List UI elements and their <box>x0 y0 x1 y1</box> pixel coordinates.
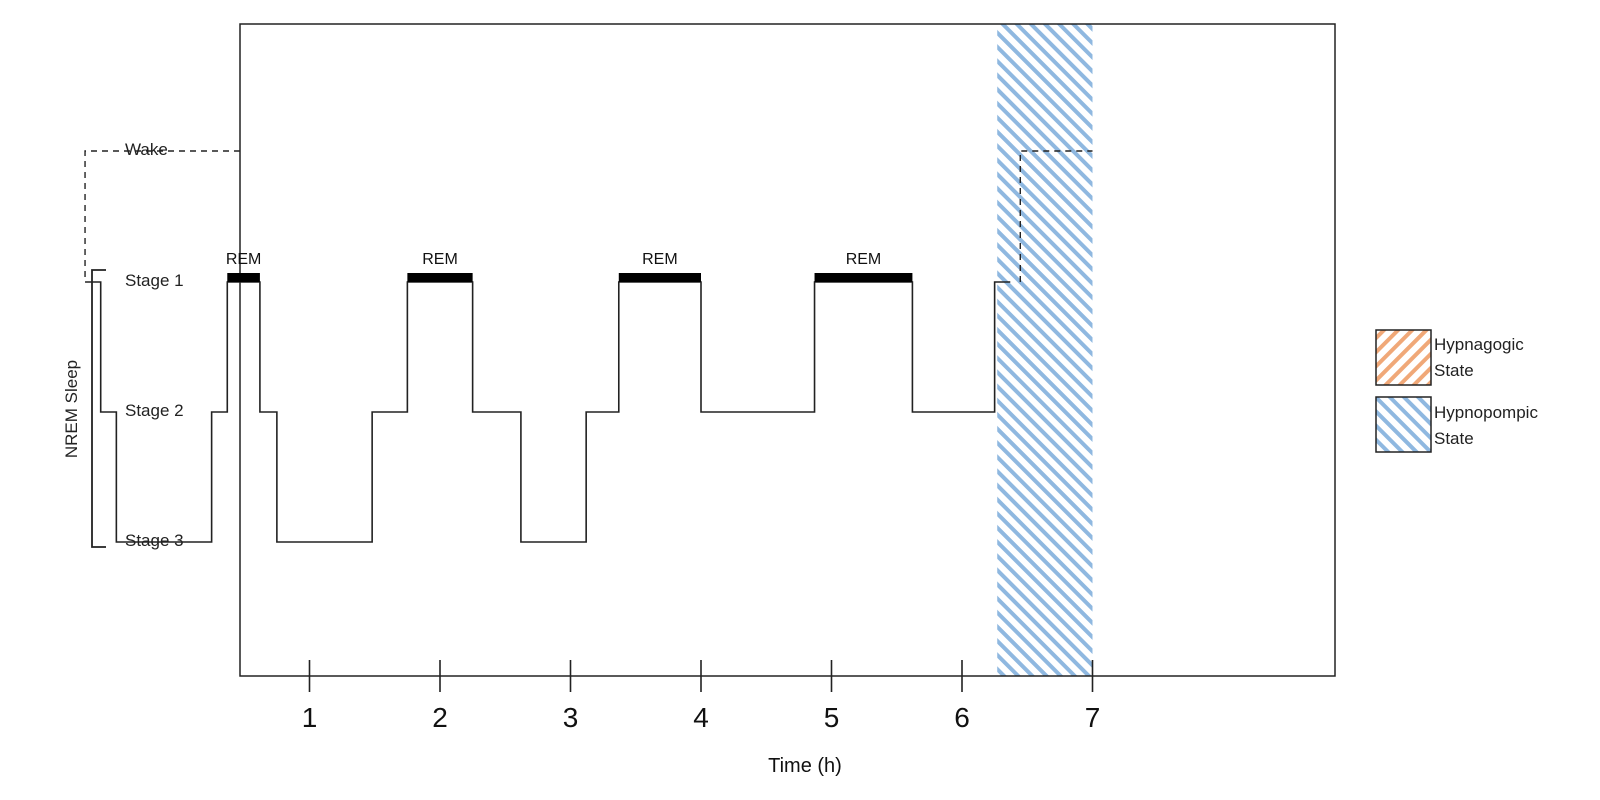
shaded-regions <box>997 24 1093 676</box>
legend-label-hypnagogic-line1: Hypnagogic <box>1434 335 1524 354</box>
x-tick-label-3: 3 <box>563 702 579 733</box>
rem-bar-4 <box>814 273 913 282</box>
rem-periods: REM REM REM REM <box>226 251 913 282</box>
y-label-stage-3: Stage 3 <box>125 531 184 550</box>
wake-end-dashed-line <box>1019 150 1093 282</box>
x-tick-label-6: 6 <box>954 702 970 733</box>
rem-bar-2 <box>407 273 473 282</box>
x-axis-title: Time (h) <box>768 755 842 777</box>
x-tick-label-7: 7 <box>1085 702 1101 733</box>
legend-label-hypnagogic-line2: State <box>1434 361 1474 380</box>
legend-swatch-hypnagogic <box>1375 329 1432 386</box>
rem-label-1: REM <box>226 251 262 268</box>
legend: Hypnagogic State Hypnopompic State <box>1375 329 1538 453</box>
shaded-region-hypnopompic-state <box>997 24 1093 676</box>
y-label-stage-2: Stage 2 <box>125 401 184 420</box>
x-tick-label-2: 2 <box>432 702 448 733</box>
nrem-sleep-label: NREM Sleep <box>62 360 81 458</box>
legend-label-hypnopompic-line1: Hypnopompic <box>1434 403 1538 422</box>
y-label-wake: Wake <box>125 140 168 159</box>
rem-label-4: REM <box>846 251 882 268</box>
x-tick-label-4: 4 <box>693 702 709 733</box>
x-tick-label-1: 1 <box>302 702 318 733</box>
rem-label-2: REM <box>422 251 458 268</box>
nrem-bracket <box>91 269 106 548</box>
rem-bar-1 <box>227 273 260 282</box>
plot-frame <box>239 23 1336 677</box>
rem-bar-3 <box>618 273 701 282</box>
wake-onset-dashed-line <box>84 150 240 282</box>
legend-swatch-hypnopompic <box>1375 396 1432 453</box>
x-axis-ticks: 1 2 3 4 5 6 7 <box>302 660 1101 733</box>
sleep-stage-line <box>85 281 1011 543</box>
rem-label-3: REM <box>642 251 678 268</box>
sleep-trace <box>84 150 1093 543</box>
y-label-stage-1: Stage 1 <box>125 271 184 290</box>
legend-label-hypnopompic-line2: State <box>1434 429 1474 448</box>
x-tick-label-5: 5 <box>824 702 840 733</box>
